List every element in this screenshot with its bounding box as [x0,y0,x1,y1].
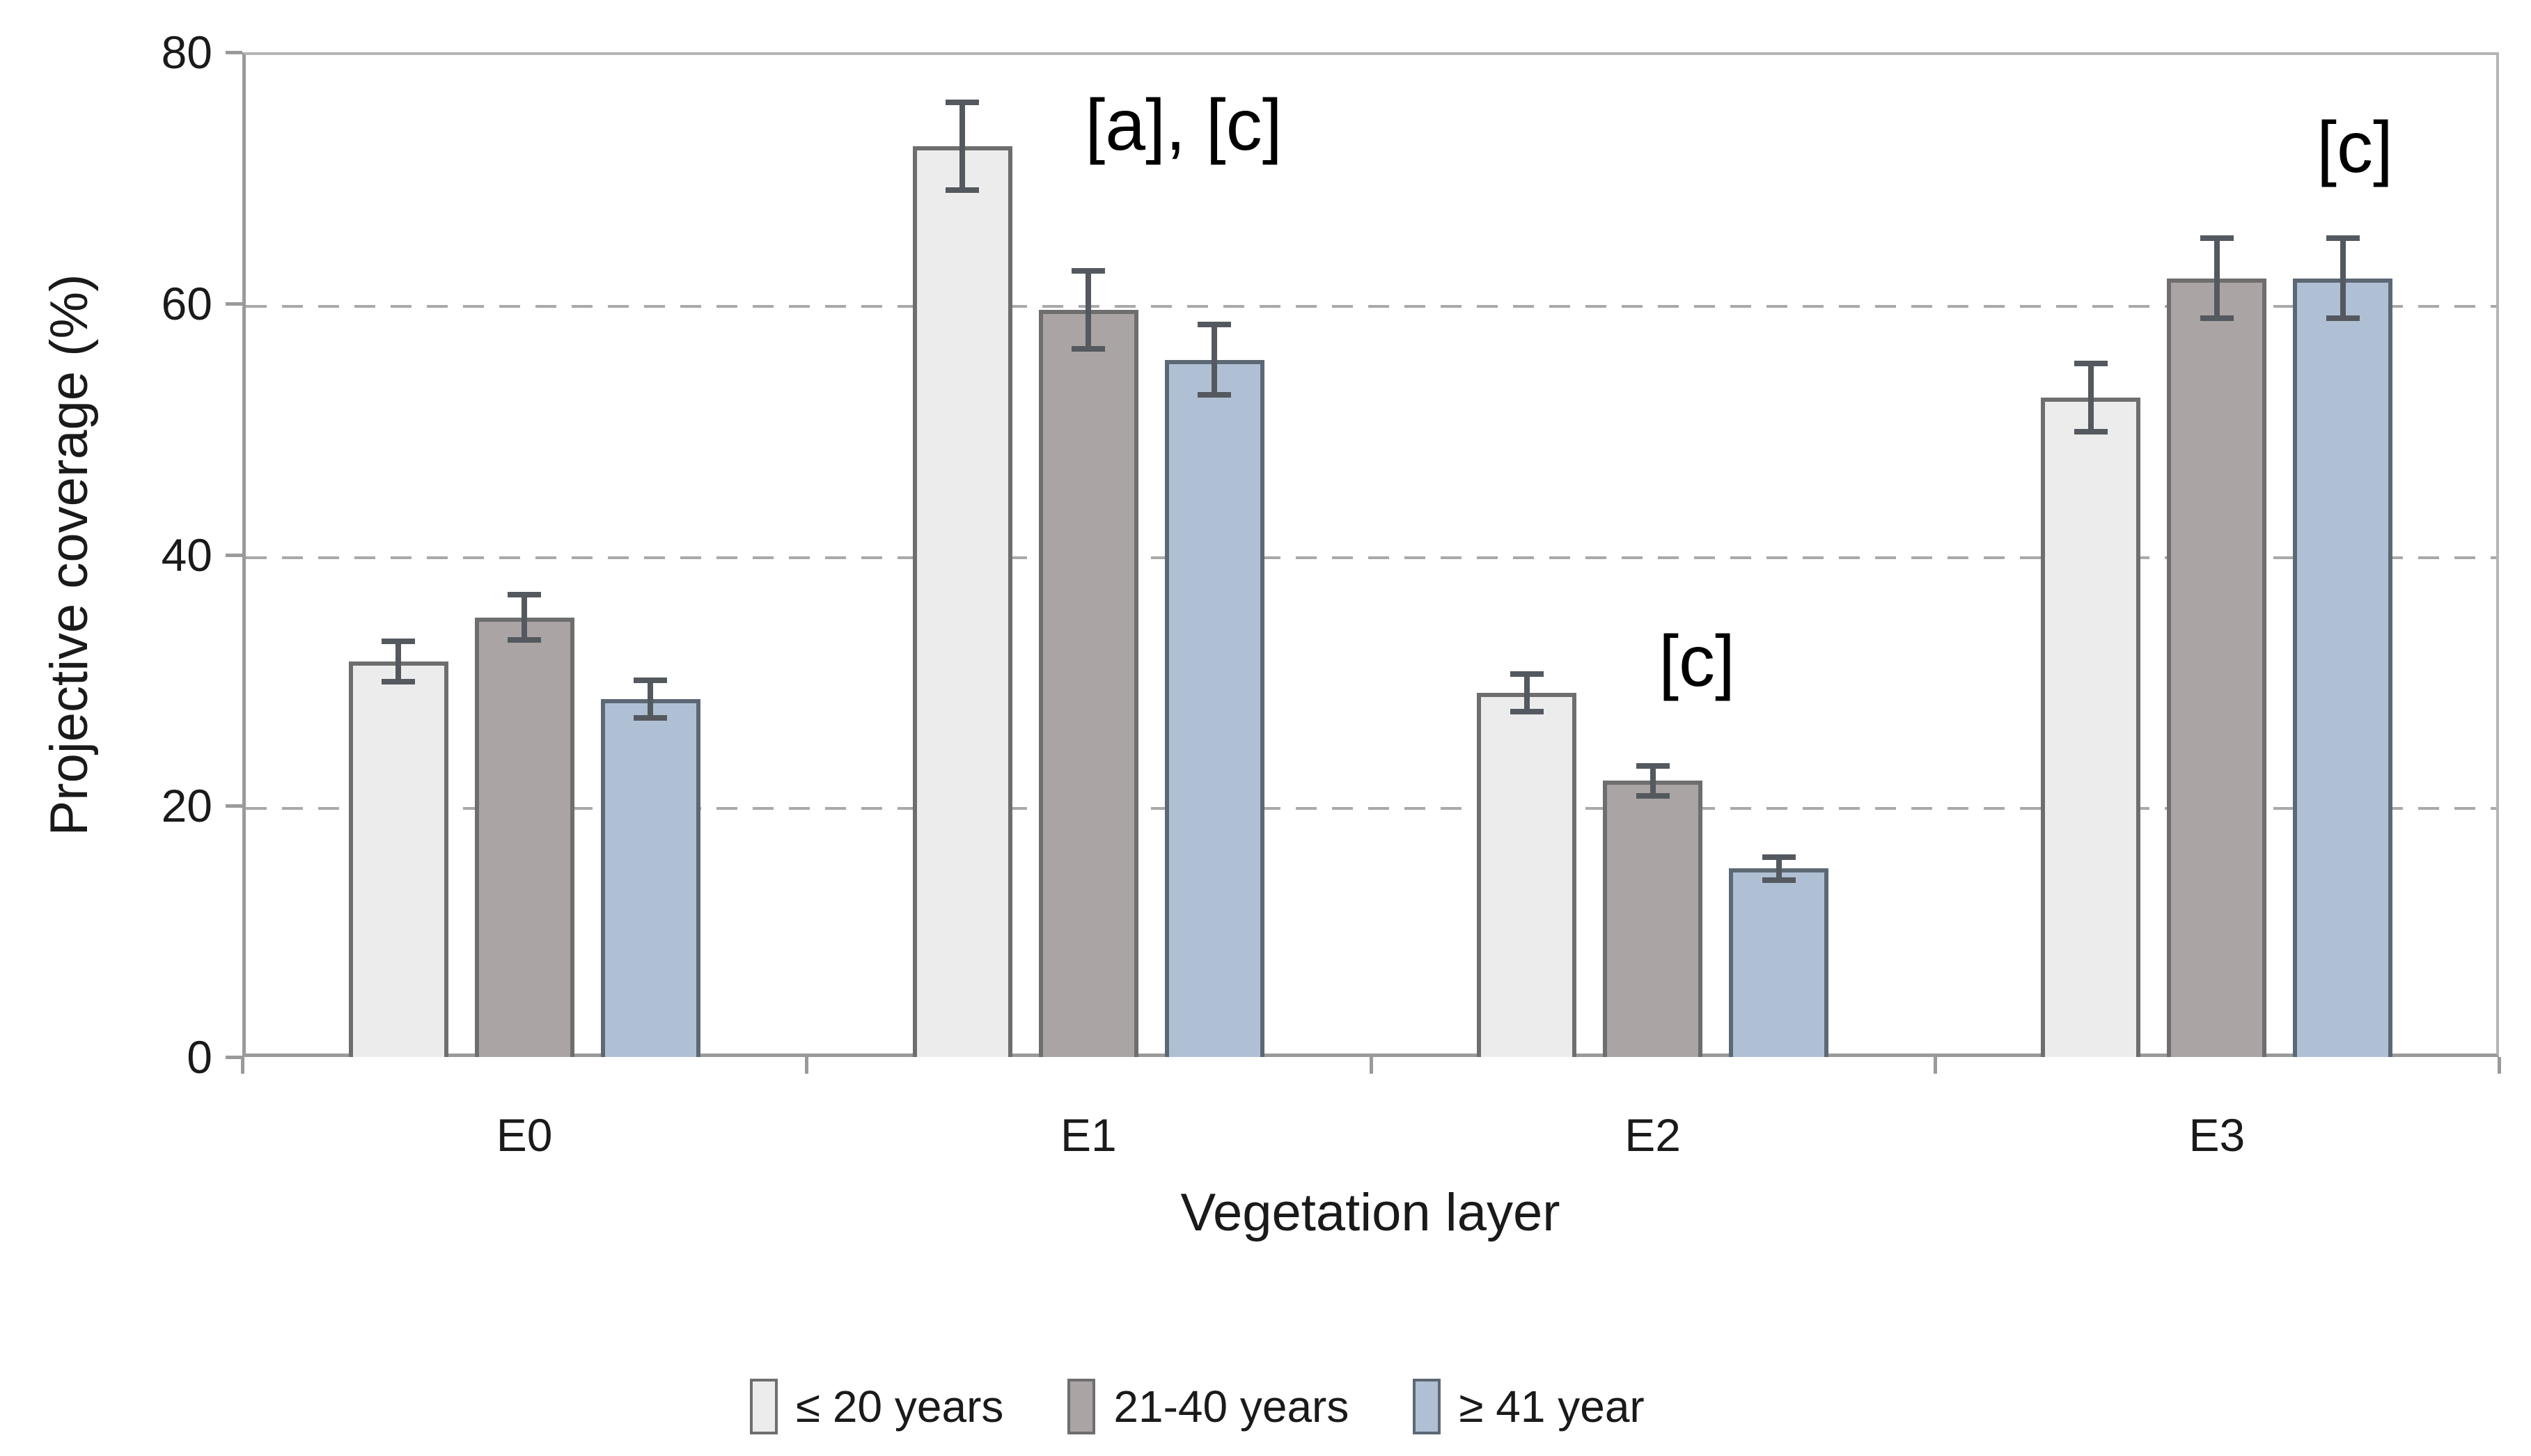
gridline-60 [246,304,2496,308]
gridline-20 [246,807,2496,811]
bar-E1-series-3 [1164,359,1264,1057]
bar-E3-series-2 [2167,278,2267,1057]
error-bar-cap [634,714,668,721]
legend-swatch-2 [1067,1379,1096,1434]
error-bar-E3-series-2 [2213,237,2220,319]
error-bar-E1-series-1 [959,102,966,191]
error-bar-cap [2200,315,2234,322]
error-bar-cap [1510,708,1544,714]
legend-label-3: ≥ 41 year [1459,1381,1645,1432]
legend-label-2: 21-40 years [1113,1381,1349,1432]
error-bar-cap [508,592,542,598]
error-bar-cap [1072,267,1106,274]
y-axis-tick [226,51,242,54]
bar-E1-series-2 [1038,309,1138,1057]
significance-annotation-3: [c] [2317,107,2393,188]
error-bar-cap [634,677,668,683]
legend-label-1: ≤ 20 years [796,1381,1004,1432]
bar-E0-series-2 [474,617,574,1057]
x-axis-tick [805,1057,809,1074]
error-bar-cap [2074,428,2108,435]
error-bar-E2-series-2 [1650,765,1656,796]
error-bar-cap [2326,235,2360,241]
error-bar-cap [1198,392,1232,398]
y-axis-tick [226,1056,242,1059]
x-tick-label-E0: E0 [496,1109,553,1161]
bar-E2-series-2 [1603,781,1703,1057]
error-bar-cap [1510,671,1544,677]
bar-E2-series-1 [1477,692,1577,1057]
x-axis-tick [1369,1057,1373,1074]
y-tick-label-60: 60 [161,277,212,329]
legend-item-1: ≤ 20 years [750,1379,1003,1434]
y-tick-label-20: 20 [161,780,212,832]
legend-swatch-1 [750,1379,778,1434]
bar-E0-series-3 [600,698,700,1057]
bar-E1-series-1 [912,146,1012,1057]
error-bar-cap [2200,235,2234,241]
error-bar-cap [1198,322,1232,328]
error-bar-cap [508,637,542,643]
x-axis-title: Vegetation layer [1180,1183,1560,1242]
significance-annotation-2: [c] [1659,621,1735,702]
y-tick-label-80: 80 [161,26,212,78]
error-bar-cap [382,678,416,684]
error-bar-cap [1762,854,1796,861]
bar-E2-series-3 [1729,868,1829,1057]
x-tick-label-E1: E1 [1060,1109,1117,1161]
error-bar-E3-series-1 [2087,363,2094,432]
error-bar-cap [1636,762,1670,769]
x-axis-tick [1933,1057,1937,1074]
error-bar-cap [946,187,980,194]
error-bar-E2-series-3 [1776,857,1782,880]
bar-E3-series-1 [2041,398,2141,1057]
x-tick-label-E2: E2 [1624,1109,1681,1161]
y-axis-tick [226,553,242,557]
legend-item-2: 21-40 years [1067,1379,1349,1434]
bar-E0-series-1 [348,661,448,1057]
bar-E3-series-3 [2293,278,2393,1057]
y-axis-tick [226,804,242,808]
plot-area [242,52,2499,1057]
x-tick-label-E3: E3 [2188,1109,2246,1161]
legend-item-3: ≥ 41 year [1413,1379,1645,1434]
error-bar-E0-series-3 [648,680,654,718]
error-bar-E1-series-3 [1212,324,1218,396]
error-bar-E1-series-2 [1086,270,1092,349]
error-bar-cap [2326,315,2360,322]
error-bar-E0-series-2 [522,595,528,641]
error-bar-cap [382,638,416,644]
gridline-40 [246,556,2496,559]
y-axis-tick [226,302,242,306]
y-tick-label-40: 40 [161,529,212,581]
error-bar-E0-series-1 [395,641,402,682]
error-bar-cap [1762,877,1796,883]
error-bar-E2-series-1 [1523,673,1530,712]
error-bar-cap [1636,792,1670,799]
x-axis-tick [2498,1057,2501,1074]
y-tick-label-0: 0 [187,1031,212,1083]
significance-annotation-1: [a], [c] [1085,85,1283,166]
error-bar-cap [1072,345,1106,352]
legend: ≤ 20 years 21-40 years ≥ 41 year [750,1379,1645,1434]
legend-swatch-3 [1413,1379,1441,1434]
error-bar-E3-series-3 [2340,237,2346,319]
error-bar-cap [946,100,980,106]
x-axis-tick [241,1057,244,1074]
error-bar-cap [2074,361,2108,367]
